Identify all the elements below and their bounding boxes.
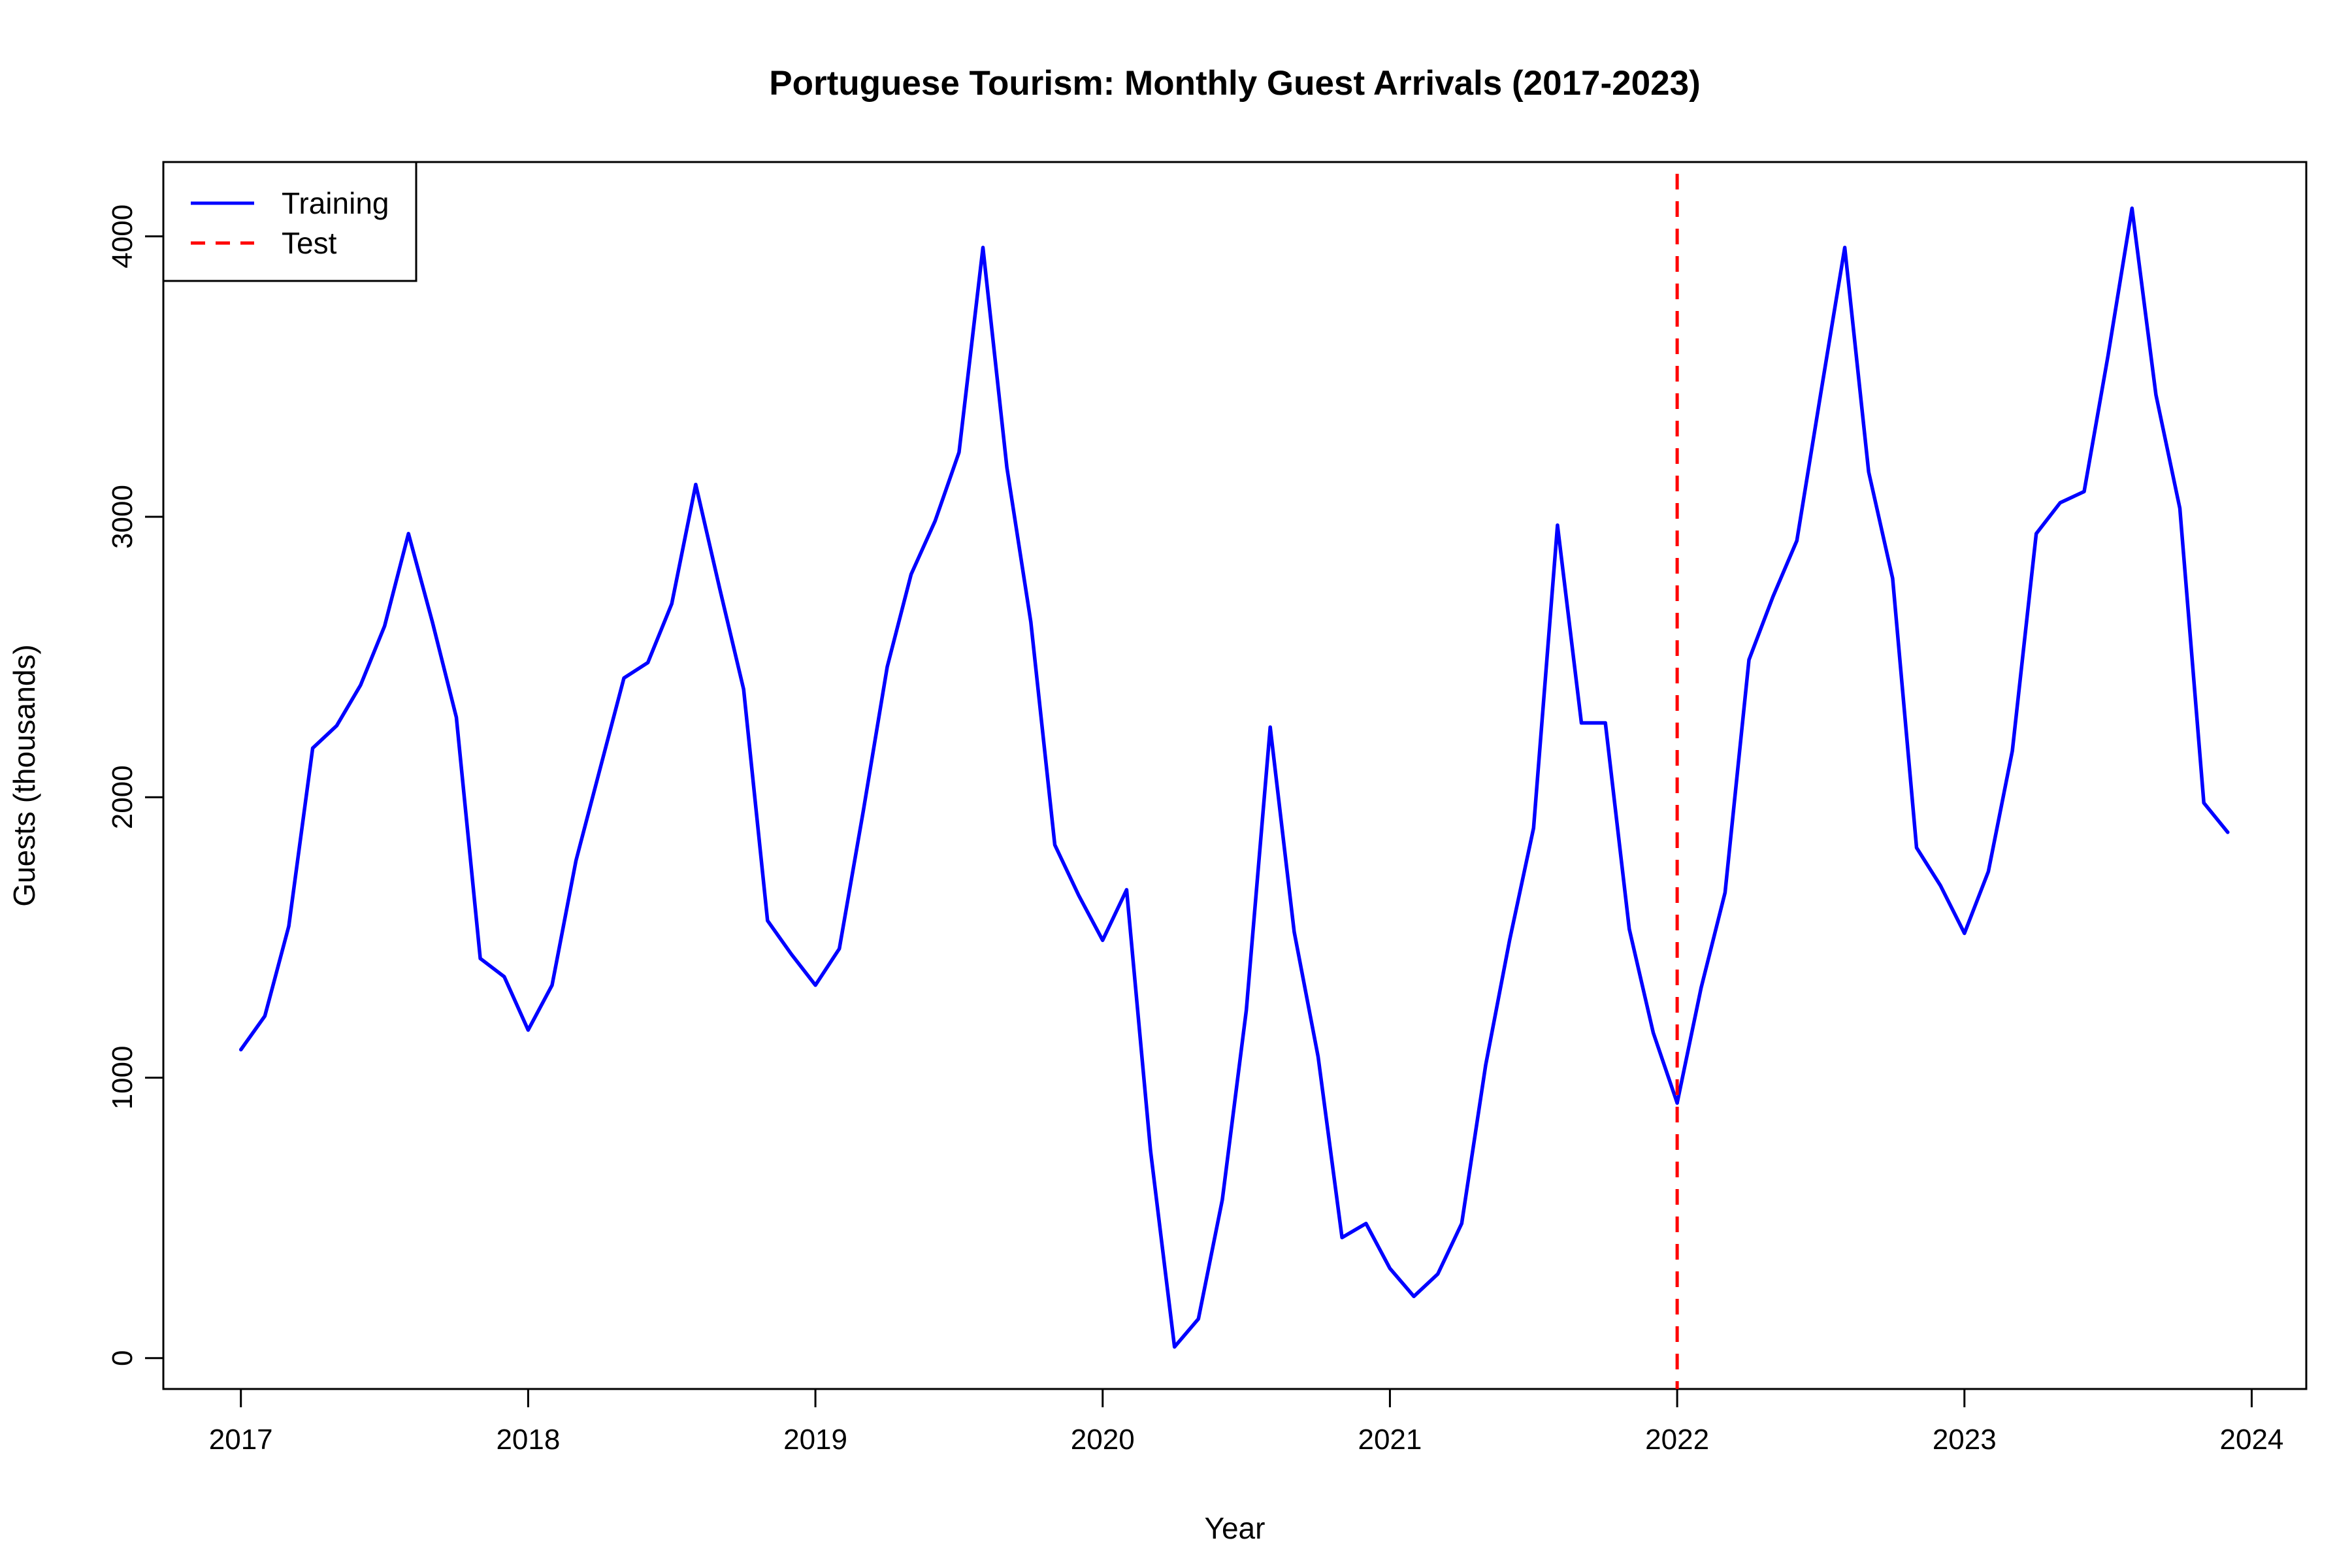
y-tick-label: 3000 [106, 485, 139, 549]
legend-box [162, 161, 417, 282]
x-tick-label: 2024 [2220, 1424, 2284, 1456]
x-tick-label: 2018 [496, 1424, 560, 1456]
x-tick-label: 2023 [1933, 1424, 1997, 1456]
x-tick-label: 2020 [1071, 1424, 1135, 1456]
y-tick-label: 1000 [106, 1046, 139, 1110]
x-tick-label: 2017 [209, 1424, 273, 1456]
x-tick-label: 2021 [1358, 1424, 1422, 1456]
x-tick-label: 2022 [1645, 1424, 1709, 1456]
series-line-test [1675, 206, 2230, 1105]
legend-label-training: Training [282, 186, 389, 220]
y-tick-label: 4000 [106, 204, 139, 269]
x-axis: 2017 2018 2019 2020 2021 2022 2023 2024 [209, 1388, 2284, 1456]
x-axis-label: Year [1205, 1511, 1266, 1545]
y-tick-label: 2000 [106, 765, 139, 829]
chart-title: Portuguese Tourism: Monthly Guest Arriva… [769, 64, 1701, 103]
y-axis-label: Guests (thousands) [7, 644, 41, 906]
y-axis: 0 1000 2000 3000 4000 [106, 204, 165, 1366]
series-layer [238, 206, 2230, 1349]
plot-frame [162, 161, 2308, 1390]
series-line-training [238, 246, 1679, 1349]
legend-label-test: Test [282, 226, 337, 260]
x-tick-label: 2019 [783, 1424, 847, 1456]
legend: Training Test [162, 161, 417, 282]
y-tick-label: 0 [106, 1350, 139, 1366]
